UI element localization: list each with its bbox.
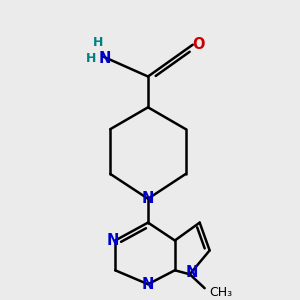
Text: H: H: [86, 52, 97, 65]
Text: N: N: [185, 265, 198, 280]
Text: N: N: [142, 277, 154, 292]
Text: CH₃: CH₃: [210, 286, 233, 299]
Text: N: N: [99, 51, 112, 66]
Text: N: N: [142, 191, 154, 206]
Text: O: O: [192, 37, 205, 52]
Text: N: N: [107, 233, 119, 248]
Text: H: H: [93, 36, 104, 49]
